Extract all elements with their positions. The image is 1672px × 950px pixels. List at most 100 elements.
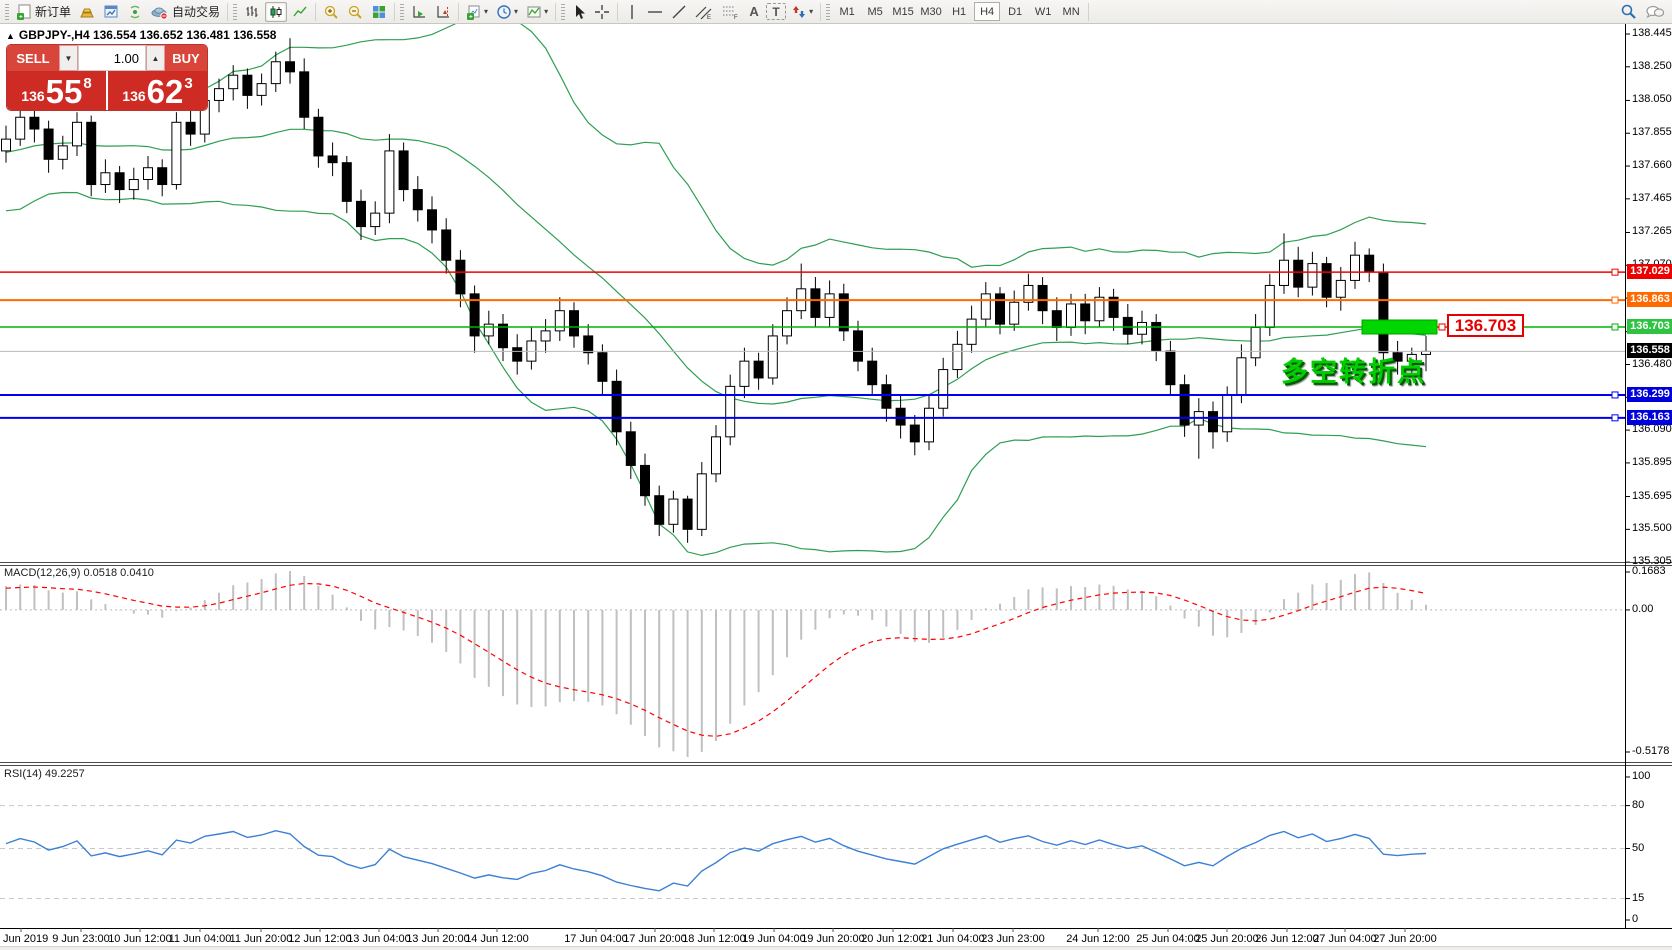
- candle-body: [157, 167, 168, 186]
- svg-text:F: F: [734, 15, 738, 20]
- candle-body: [128, 178, 139, 191]
- new-order-button[interactable]: 新订单: [13, 2, 74, 22]
- candle-body: [1222, 394, 1233, 433]
- candle-body: [1066, 303, 1076, 329]
- vertical-line-tool-button[interactable]: [622, 2, 642, 22]
- candle-body: [270, 61, 281, 85]
- chat-button[interactable]: [1642, 2, 1668, 22]
- timeframe-button-m30[interactable]: M30: [920, 5, 942, 18]
- toolbar-separator: [555, 2, 557, 21]
- toolbar-drag-handle[interactable]: [400, 3, 405, 20]
- toolbar-separator: [315, 2, 317, 21]
- level-endpoint-marker: [1611, 323, 1619, 331]
- candle-body: [455, 259, 466, 295]
- new-chart-button[interactable]: ▾: [463, 2, 491, 22]
- volume-input[interactable]: [78, 45, 146, 71]
- candle-body: [299, 71, 310, 118]
- buy-price-sup: 3: [184, 75, 193, 92]
- trendline-tool-button[interactable]: [668, 2, 690, 22]
- sell-price-prefix: 136: [21, 88, 45, 104]
- tile-windows-button[interactable]: [368, 2, 390, 22]
- timeframe-button-h1[interactable]: H1: [952, 5, 967, 18]
- timeframe-button-d1[interactable]: D1: [1008, 5, 1023, 18]
- chevron-down-icon[interactable]: ▾: [809, 7, 814, 16]
- search-button[interactable]: [1617, 2, 1640, 22]
- toolbar: 新订单 自动交易: [0, 0, 1672, 24]
- sell-button[interactable]: SELL: [7, 45, 59, 71]
- label-tool-button[interactable]: T: [766, 3, 787, 20]
- chart-shift-button[interactable]: [432, 2, 454, 22]
- volume-increase-button[interactable]: ▲: [146, 45, 165, 71]
- signals-button[interactable]: [124, 2, 146, 22]
- toolbar-separator: [617, 2, 619, 21]
- arrows-tool-button[interactable]: ▾: [788, 2, 816, 22]
- bar-chart-button[interactable]: [241, 2, 263, 22]
- line-chart-button[interactable]: [289, 2, 311, 22]
- autotrade-button[interactable]: 自动交易: [148, 2, 223, 22]
- indicators-icon: [527, 6, 541, 17]
- channel-tool-button[interactable]: E: [692, 2, 716, 22]
- indicators-button[interactable]: ▾: [523, 2, 551, 22]
- candle-body: [867, 360, 878, 386]
- timeframe-button-m5[interactable]: M5: [867, 5, 883, 18]
- timeframe-button-h4[interactable]: H4: [974, 2, 1001, 21]
- horizontal-line-tool-button[interactable]: [644, 2, 666, 22]
- market-depth-button[interactable]: [76, 2, 98, 22]
- candle-body: [1023, 284, 1034, 303]
- candle-body: [654, 495, 665, 525]
- sell-price-display[interactable]: 136 55 8: [7, 71, 106, 110]
- auto-scroll-button[interactable]: [408, 2, 430, 22]
- chevron-down-icon[interactable]: ▾: [514, 7, 519, 16]
- auto-scroll-icon: [413, 5, 426, 18]
- candle-body: [838, 293, 849, 332]
- text-tool-button[interactable]: A: [749, 4, 759, 19]
- candle-body: [569, 310, 579, 337]
- timeframe-button-mn[interactable]: MN: [1062, 5, 1080, 18]
- profiles-button[interactable]: ▾: [493, 2, 521, 22]
- candle-body: [1122, 316, 1133, 335]
- new-chart-icon: [467, 5, 480, 20]
- candle-body: [995, 293, 1005, 325]
- toolbar-drag-handle[interactable]: [561, 3, 566, 20]
- buy-button[interactable]: BUY: [165, 45, 207, 71]
- candlestick-icon: [270, 5, 282, 18]
- timeframe-button-m15[interactable]: M15: [892, 5, 914, 18]
- candle-body: [810, 288, 821, 318]
- chevron-down-icon[interactable]: ▾: [484, 7, 489, 16]
- timeframe-button-w1[interactable]: W1: [1034, 5, 1052, 18]
- sell-price-big: 55: [45, 73, 83, 110]
- volume-decrease-button[interactable]: ▼: [59, 45, 78, 71]
- rsi-line: [5, 829, 1427, 892]
- strategy-tester-button[interactable]: [100, 2, 122, 22]
- signal-icon: [130, 5, 140, 18]
- fibonacci-tool-button[interactable]: F: [718, 2, 742, 22]
- candle-body: [938, 369, 949, 409]
- candle-body: [1307, 263, 1318, 288]
- candle-body: [1094, 296, 1105, 322]
- chevron-down-icon[interactable]: ▾: [544, 7, 549, 16]
- candle-body: [696, 473, 707, 530]
- cursor-tool-button[interactable]: [569, 2, 589, 22]
- candle-body: [370, 212, 381, 228]
- toolbar-drag-handle[interactable]: [5, 3, 9, 20]
- crosshair-tool-button[interactable]: [591, 2, 613, 22]
- timeframe-button-m1[interactable]: M1: [839, 5, 855, 18]
- new-order-label: 新订单: [35, 5, 72, 19]
- toolbar-drag-handle[interactable]: [233, 3, 238, 20]
- candle-body: [256, 83, 267, 96]
- candle-body: [640, 464, 650, 497]
- candle-body: [1080, 303, 1091, 322]
- candle-body: [285, 61, 295, 73]
- candle-body: [384, 150, 395, 214]
- zoom-in-icon: [324, 5, 338, 19]
- vertical-line-icon: [631, 4, 633, 19]
- zoom-in-button[interactable]: [320, 2, 342, 22]
- toolbar-drag-handle[interactable]: [826, 3, 831, 20]
- candlestick-chart-button[interactable]: [265, 1, 288, 22]
- callout-anchor-marker: [1438, 323, 1446, 331]
- candle-body: [185, 121, 196, 135]
- zoom-out-button[interactable]: [344, 2, 366, 22]
- gold-bars-icon: [80, 8, 94, 17]
- buy-price-display[interactable]: 136 62 3: [108, 71, 207, 110]
